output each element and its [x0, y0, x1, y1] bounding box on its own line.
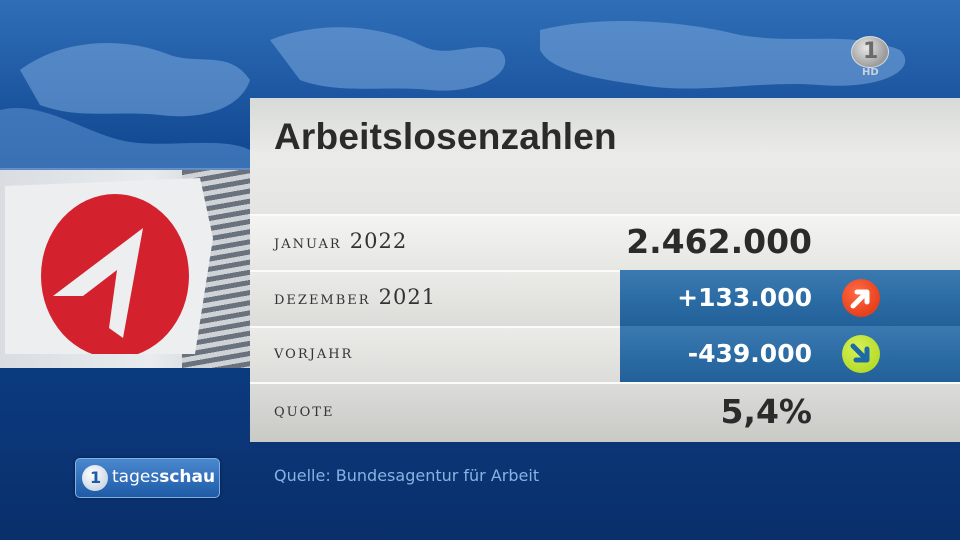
stats-row-rate: Quote 5,4%	[250, 382, 960, 442]
row-label: Vorjahr	[274, 341, 353, 363]
agency-photo	[0, 170, 250, 368]
row-separator	[250, 214, 960, 216]
row-value: +133.000	[677, 283, 812, 312]
tagesschau-wordmark: tagesschau	[112, 467, 216, 487]
row-label: Quote	[274, 399, 334, 421]
source-caption: Quelle: Bundesagentur für Arbeit	[274, 466, 540, 485]
panel-header: Arbeitslosenzahlen	[250, 98, 960, 214]
hd-label: HD	[862, 67, 879, 78]
row-separator	[250, 382, 960, 384]
row-label: Januar 2022	[274, 229, 407, 253]
row-label-text: Quote	[274, 399, 335, 421]
tagesschau-logo: 1 tagesschau	[75, 458, 220, 498]
value-highlight: -439.000	[620, 326, 960, 382]
row-label: Dezember 2021	[274, 285, 436, 309]
stats-panel: Arbeitslosenzahlen Januar 2022 2.462.000…	[250, 98, 960, 442]
row-value: -439.000	[687, 339, 812, 368]
row-value: 5,4%	[720, 392, 812, 431]
row-label-text: Dezember	[274, 287, 371, 309]
row-label-text: Vorjahr	[274, 341, 354, 363]
row-separator	[250, 270, 960, 272]
row-value: 2.462.000	[626, 222, 812, 261]
arrow-up-right-icon	[842, 279, 880, 317]
page-title: Arbeitslosenzahlen	[274, 116, 617, 157]
ard-one-icon	[851, 36, 889, 68]
agency-logo-sign	[5, 178, 213, 354]
ard-hd-logo: 1 HD	[851, 36, 889, 80]
arrow-down-right-icon	[842, 335, 880, 373]
world-map-background	[0, 20, 906, 175]
value-highlight: +133.000	[620, 270, 960, 326]
ard-one-icon: 1	[82, 465, 108, 491]
ard-logo-label: 1	[863, 39, 879, 64]
row-label-year: 2022	[349, 229, 408, 253]
row-label-year: 2021	[378, 285, 437, 309]
stats-row-december: Dezember 2021 +133.000	[250, 270, 960, 326]
stats-row-previous-year: Vorjahr -439.000	[250, 326, 960, 382]
row-label-text: Januar	[274, 231, 342, 253]
stats-row-january: Januar 2022 2.462.000	[250, 214, 960, 270]
row-separator	[250, 326, 960, 328]
